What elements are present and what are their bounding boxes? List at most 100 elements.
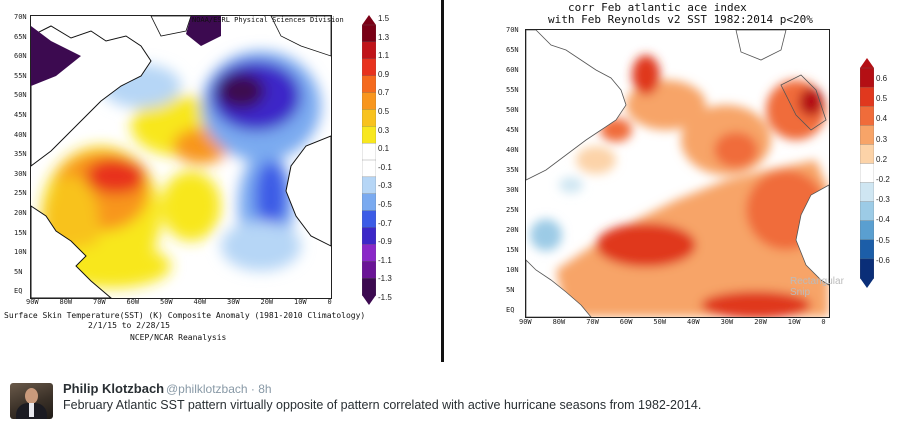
colorbar-segment bbox=[860, 106, 874, 126]
colorbar-label: -0.5 bbox=[876, 235, 890, 245]
colorbar-segment bbox=[362, 92, 376, 111]
left-lat-tick: 55N bbox=[14, 71, 27, 80]
colorbar-label: -0.3 bbox=[876, 195, 890, 205]
left-lon-tick: 30W bbox=[227, 298, 240, 306]
right-lat-tick: 10N bbox=[506, 266, 519, 274]
right-lat-tick: 25N bbox=[506, 206, 519, 214]
right-lat-tick: 70N bbox=[506, 26, 519, 34]
tweet-text: February Atlantic SST pattern virtually … bbox=[63, 398, 702, 412]
right-lon-tick: 80W bbox=[552, 318, 566, 326]
colorbar-label: 0.7 bbox=[378, 88, 390, 98]
tweet-card bbox=[0, 370, 909, 422]
tweet-author-handle[interactable]: @philklotzbach · 8h bbox=[166, 382, 272, 396]
left-lon-tick: 80W bbox=[59, 298, 73, 306]
right-lat-tick: 65N bbox=[506, 46, 519, 54]
right-lon-tick: 20W bbox=[754, 318, 767, 326]
left-sst-anomaly-map bbox=[30, 15, 332, 299]
colorbar-label: 1.5 bbox=[378, 14, 390, 23]
colorbar-label: -0.9 bbox=[378, 237, 392, 247]
colorbar-label: 0.6 bbox=[876, 74, 888, 83]
colorbar-segment bbox=[860, 67, 874, 88]
colorbar-label: -0.3 bbox=[378, 181, 392, 191]
left-lat-tick: EQ bbox=[14, 287, 23, 296]
colorbar-segment bbox=[860, 201, 874, 222]
left-lon-tick: 20W bbox=[260, 298, 274, 306]
right-lon-tick: 0 bbox=[821, 318, 826, 326]
right-lat-tick: 55N bbox=[506, 86, 519, 94]
left-map-header: NOAA/ESRL Physical Sciences Division bbox=[192, 16, 344, 24]
left-lon-tick: 50W bbox=[160, 298, 173, 306]
colorbar-label: 0.3 bbox=[876, 134, 888, 144]
left-lat-tick: 60N bbox=[14, 52, 27, 61]
right-lat-tick: 45N bbox=[506, 126, 519, 134]
colorbar-label: -1.3 bbox=[378, 274, 392, 284]
left-lat-tick: 15N bbox=[14, 228, 27, 237]
tweet-author-name[interactable]: Philip Klotzbach bbox=[63, 381, 165, 396]
colorbar-label: 1.3 bbox=[378, 32, 390, 42]
left-lat-tick: 35N bbox=[14, 150, 27, 159]
colorbar-arrow-bottom bbox=[362, 295, 376, 305]
left-lon-tick: 70W bbox=[93, 298, 106, 306]
colorbar-label: -0.7 bbox=[378, 218, 392, 228]
colorbar-label: 0.4 bbox=[876, 114, 888, 124]
right-lat-tick: 40N bbox=[506, 146, 519, 154]
left-colorbar bbox=[362, 15, 376, 305]
left-lat-tick: 5N bbox=[14, 267, 23, 276]
right-lat-tick: 50N bbox=[506, 106, 519, 114]
colorbar-label: -1.1 bbox=[378, 255, 392, 265]
right-colorbar bbox=[860, 58, 874, 288]
colorbar-segment bbox=[860, 220, 874, 241]
left-lat-tick: 70N bbox=[14, 13, 27, 21]
colorbar-segment bbox=[860, 125, 874, 146]
colorbar-label: 0.5 bbox=[876, 94, 888, 104]
right-lat-tick: 20N bbox=[506, 226, 519, 234]
right-map-graphic bbox=[526, 30, 829, 317]
colorbar-segment bbox=[362, 261, 376, 279]
right-lat-tick: 60N bbox=[506, 66, 519, 74]
colorbar-label: -0.1 bbox=[378, 162, 392, 172]
left-map-graphic bbox=[31, 16, 331, 298]
colorbar-label: -0.4 bbox=[876, 215, 890, 225]
colorbar-label: -0.6 bbox=[876, 255, 890, 265]
left-caption-line3: NCEP/NCAR Reanalysis bbox=[130, 333, 227, 342]
colorbar-segment bbox=[362, 159, 376, 178]
colorbar-label: -0.2 bbox=[876, 175, 890, 184]
colorbar-label: 0.2 bbox=[876, 154, 888, 164]
avatar[interactable] bbox=[10, 383, 53, 419]
right-lat-tick: 5N bbox=[506, 286, 515, 294]
right-lon-tick: 40W bbox=[687, 318, 700, 326]
colorbar-segment bbox=[362, 176, 376, 195]
right-lat-tick: 30N bbox=[506, 186, 519, 194]
colorbar-segment bbox=[362, 227, 376, 246]
colorbar-segment bbox=[362, 109, 376, 127]
colorbar-label: 0.9 bbox=[378, 69, 390, 79]
colorbar-segment bbox=[362, 210, 376, 229]
left-lat-tick: 65N bbox=[14, 32, 27, 41]
colorbar-segment bbox=[362, 126, 376, 144]
left-lon-tick: 0 bbox=[327, 298, 332, 306]
colorbar-segment bbox=[362, 193, 376, 212]
right-map-title-line1: corr Feb atlantic ace index bbox=[568, 1, 747, 14]
colorbar-segment bbox=[362, 277, 376, 296]
left-lat-tick: 40N bbox=[14, 130, 27, 139]
colorbar-label: 0.3 bbox=[378, 125, 390, 135]
left-lat-tick: 10N bbox=[14, 248, 27, 257]
left-lon-tick: 60W bbox=[126, 298, 140, 306]
colorbar-arrow-bottom bbox=[860, 278, 874, 288]
right-lon-tick: 60W bbox=[619, 318, 633, 326]
colorbar-segment bbox=[362, 75, 376, 94]
right-map-title-line2: with Feb Reynolds v2 SST 1982:2014 p<20% bbox=[548, 13, 813, 26]
right-lat-tick: 35N bbox=[506, 166, 519, 174]
colorbar-segment bbox=[362, 58, 376, 77]
left-lon-tick: 90W bbox=[26, 298, 39, 306]
colorbar-segment bbox=[860, 258, 874, 279]
right-lon-tick: 70W bbox=[586, 318, 599, 326]
colorbar-label: -0.5 bbox=[378, 200, 392, 209]
left-lat-tick: 25N bbox=[14, 189, 27, 198]
right-lon-tick: 50W bbox=[653, 318, 667, 326]
left-lon-tick: 10W bbox=[294, 298, 307, 306]
colorbar-label: 0.1 bbox=[378, 144, 390, 154]
left-lon-tick: 40W bbox=[193, 298, 207, 306]
colorbar-label: 0.5 bbox=[378, 107, 390, 116]
colorbar-segment bbox=[860, 182, 874, 203]
